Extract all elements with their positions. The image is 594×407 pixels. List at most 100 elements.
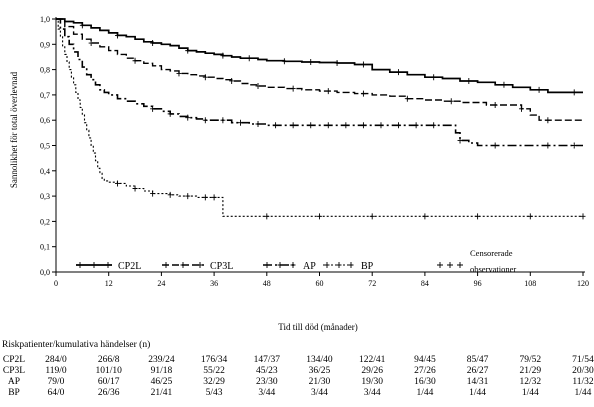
- legend-censor-mark: [324, 262, 330, 268]
- censor-mark-cp3l: [255, 83, 261, 90]
- censor-mark-cp2l: [536, 86, 542, 93]
- axes: 0 12 24 36 48 60 72 84 96 108 120 0,0 0,1 0,2 0,3 0,4 0,…: [40, 15, 589, 288]
- censor-mark-cp2l: [431, 74, 437, 81]
- censor-mark-ap: [325, 122, 331, 129]
- legend-censored-label: Censorerade: [470, 248, 513, 258]
- x-tick-label: 24: [157, 279, 165, 288]
- legend-censor-mark: [163, 262, 169, 268]
- risk-cell: 91/18: [151, 366, 173, 376]
- y-tick-label: 0,7: [40, 91, 50, 100]
- censor-mark-cp3l: [545, 117, 551, 124]
- y-axis-title: Sannolikhet för total överlevnad: [9, 71, 19, 188]
- legend-censor-mark: [197, 262, 203, 268]
- censor-mark-bp: [185, 193, 191, 200]
- risk-cell: 26/36: [98, 388, 120, 398]
- x-tick-label: 12: [105, 279, 113, 288]
- x-tick-label: 60: [316, 279, 324, 288]
- risk-cell: 134/40: [306, 355, 333, 365]
- y-tick-label: 0,3: [40, 192, 50, 201]
- censor-mark-ap: [237, 119, 243, 126]
- legend-censor-mark: [348, 262, 354, 268]
- risk-row-name: CP2L: [3, 355, 25, 365]
- risk-cell: 284/0: [45, 355, 67, 365]
- risk-cell: 3/44: [311, 388, 328, 398]
- censor-mark-ap: [457, 137, 463, 144]
- censor-mark-ap: [413, 122, 419, 129]
- censor-mark-cp3l: [229, 77, 235, 84]
- risk-cell: 20/30: [572, 366, 594, 376]
- risk-cell: 176/34: [201, 355, 228, 365]
- censor-mark-ap: [492, 142, 498, 149]
- legend-label-bp: BP: [361, 261, 374, 272]
- risk-cell: 147/37: [254, 355, 281, 365]
- y-tick-label: 0,9: [40, 40, 50, 49]
- x-tick-label: 72: [368, 279, 376, 288]
- legend: CP2L CP3L AP BP Censorerade observationer: [76, 248, 516, 274]
- x-tick-label: 48: [263, 279, 271, 288]
- censor-mark-ap: [545, 142, 551, 149]
- censor-mark-ap: [360, 122, 366, 129]
- legend-censor-mark: [77, 262, 83, 268]
- risk-cell: 3/44: [364, 388, 381, 398]
- risk-cell: 239/24: [148, 355, 175, 365]
- censor-mark-cp3l: [325, 88, 331, 95]
- risk-cell: 1/44: [575, 388, 592, 398]
- censor-mark-bp: [422, 213, 428, 220]
- risk-cell: 71/54: [572, 355, 594, 365]
- risk-row-name: AP: [8, 377, 20, 387]
- censor-mark-ap: [255, 120, 261, 127]
- risk-cell: 266/8: [98, 355, 120, 365]
- risk-cell: 11/32: [572, 377, 594, 387]
- censor-mark-bp: [202, 194, 208, 201]
- risk-cell: 5/43: [206, 388, 223, 398]
- censor-mark-cp2l: [501, 81, 507, 88]
- legend-censor-mark: [277, 262, 283, 268]
- censor-mark-cp2l: [466, 77, 472, 84]
- censor-mark-ap: [431, 122, 437, 129]
- x-tick-label: 108: [524, 279, 536, 288]
- series-line-ap: [56, 18, 583, 147]
- legend-censor-mark: [336, 262, 342, 268]
- y-tick-label: 0,0: [40, 268, 50, 277]
- censor-mark-bp: [580, 213, 586, 220]
- y-tick-label: 0,8: [40, 66, 50, 75]
- risk-cell: 36/25: [309, 366, 331, 376]
- censor-mark-cp3l: [88, 40, 94, 47]
- censor-mark-cp3l: [360, 90, 366, 97]
- legend-label-cp2l: CP2L: [118, 261, 141, 272]
- x-tick-label: 0: [54, 279, 58, 288]
- censor-mark-ap: [378, 122, 384, 129]
- risk-cell: 64/0: [48, 388, 65, 398]
- censor-mark-cp2l: [396, 69, 402, 76]
- censor-mark-ap: [290, 122, 296, 129]
- legend-censored-symbol: [457, 262, 463, 268]
- x-tick-label: 36: [210, 279, 218, 288]
- censor-mark-bp: [317, 213, 322, 220]
- risk-cell: 21/29: [519, 366, 541, 376]
- series-line-cp3l: [56, 18, 583, 121]
- censor-mark-bp: [475, 213, 481, 220]
- censor-mark-bp: [114, 180, 120, 187]
- risk-cell: 45/23: [256, 366, 278, 376]
- censor-mark-cp2l: [571, 89, 577, 96]
- censor-mark-cp3l: [448, 98, 454, 105]
- risk-cell: 29/26: [361, 366, 383, 376]
- censor-mark-cp3l: [202, 74, 208, 81]
- censor-mark-bp: [527, 213, 533, 220]
- risk-cell: 119/0: [45, 366, 67, 376]
- censor-mark-ap: [185, 114, 191, 121]
- censor-mark-cp2l: [220, 52, 226, 59]
- censor-mark-bp: [264, 213, 270, 220]
- risk-row-name: BP: [8, 388, 20, 398]
- risk-cell: 1/44: [416, 388, 433, 398]
- censor-mark-cp2l: [150, 40, 156, 47]
- censor-mark-bp: [150, 190, 156, 197]
- y-tick-label: 0,2: [40, 217, 50, 226]
- risk-cell: 19/30: [361, 377, 383, 387]
- risk-cell: 21/41: [151, 388, 173, 398]
- censor-mark-cp2l: [246, 55, 252, 62]
- risk-cell: 85/47: [467, 355, 489, 365]
- x-tick-label: 84: [421, 279, 429, 288]
- risk-cell: 122/41: [359, 355, 386, 365]
- risk-table-title: Riskpatienter/kumulativa händelser (n): [2, 339, 150, 350]
